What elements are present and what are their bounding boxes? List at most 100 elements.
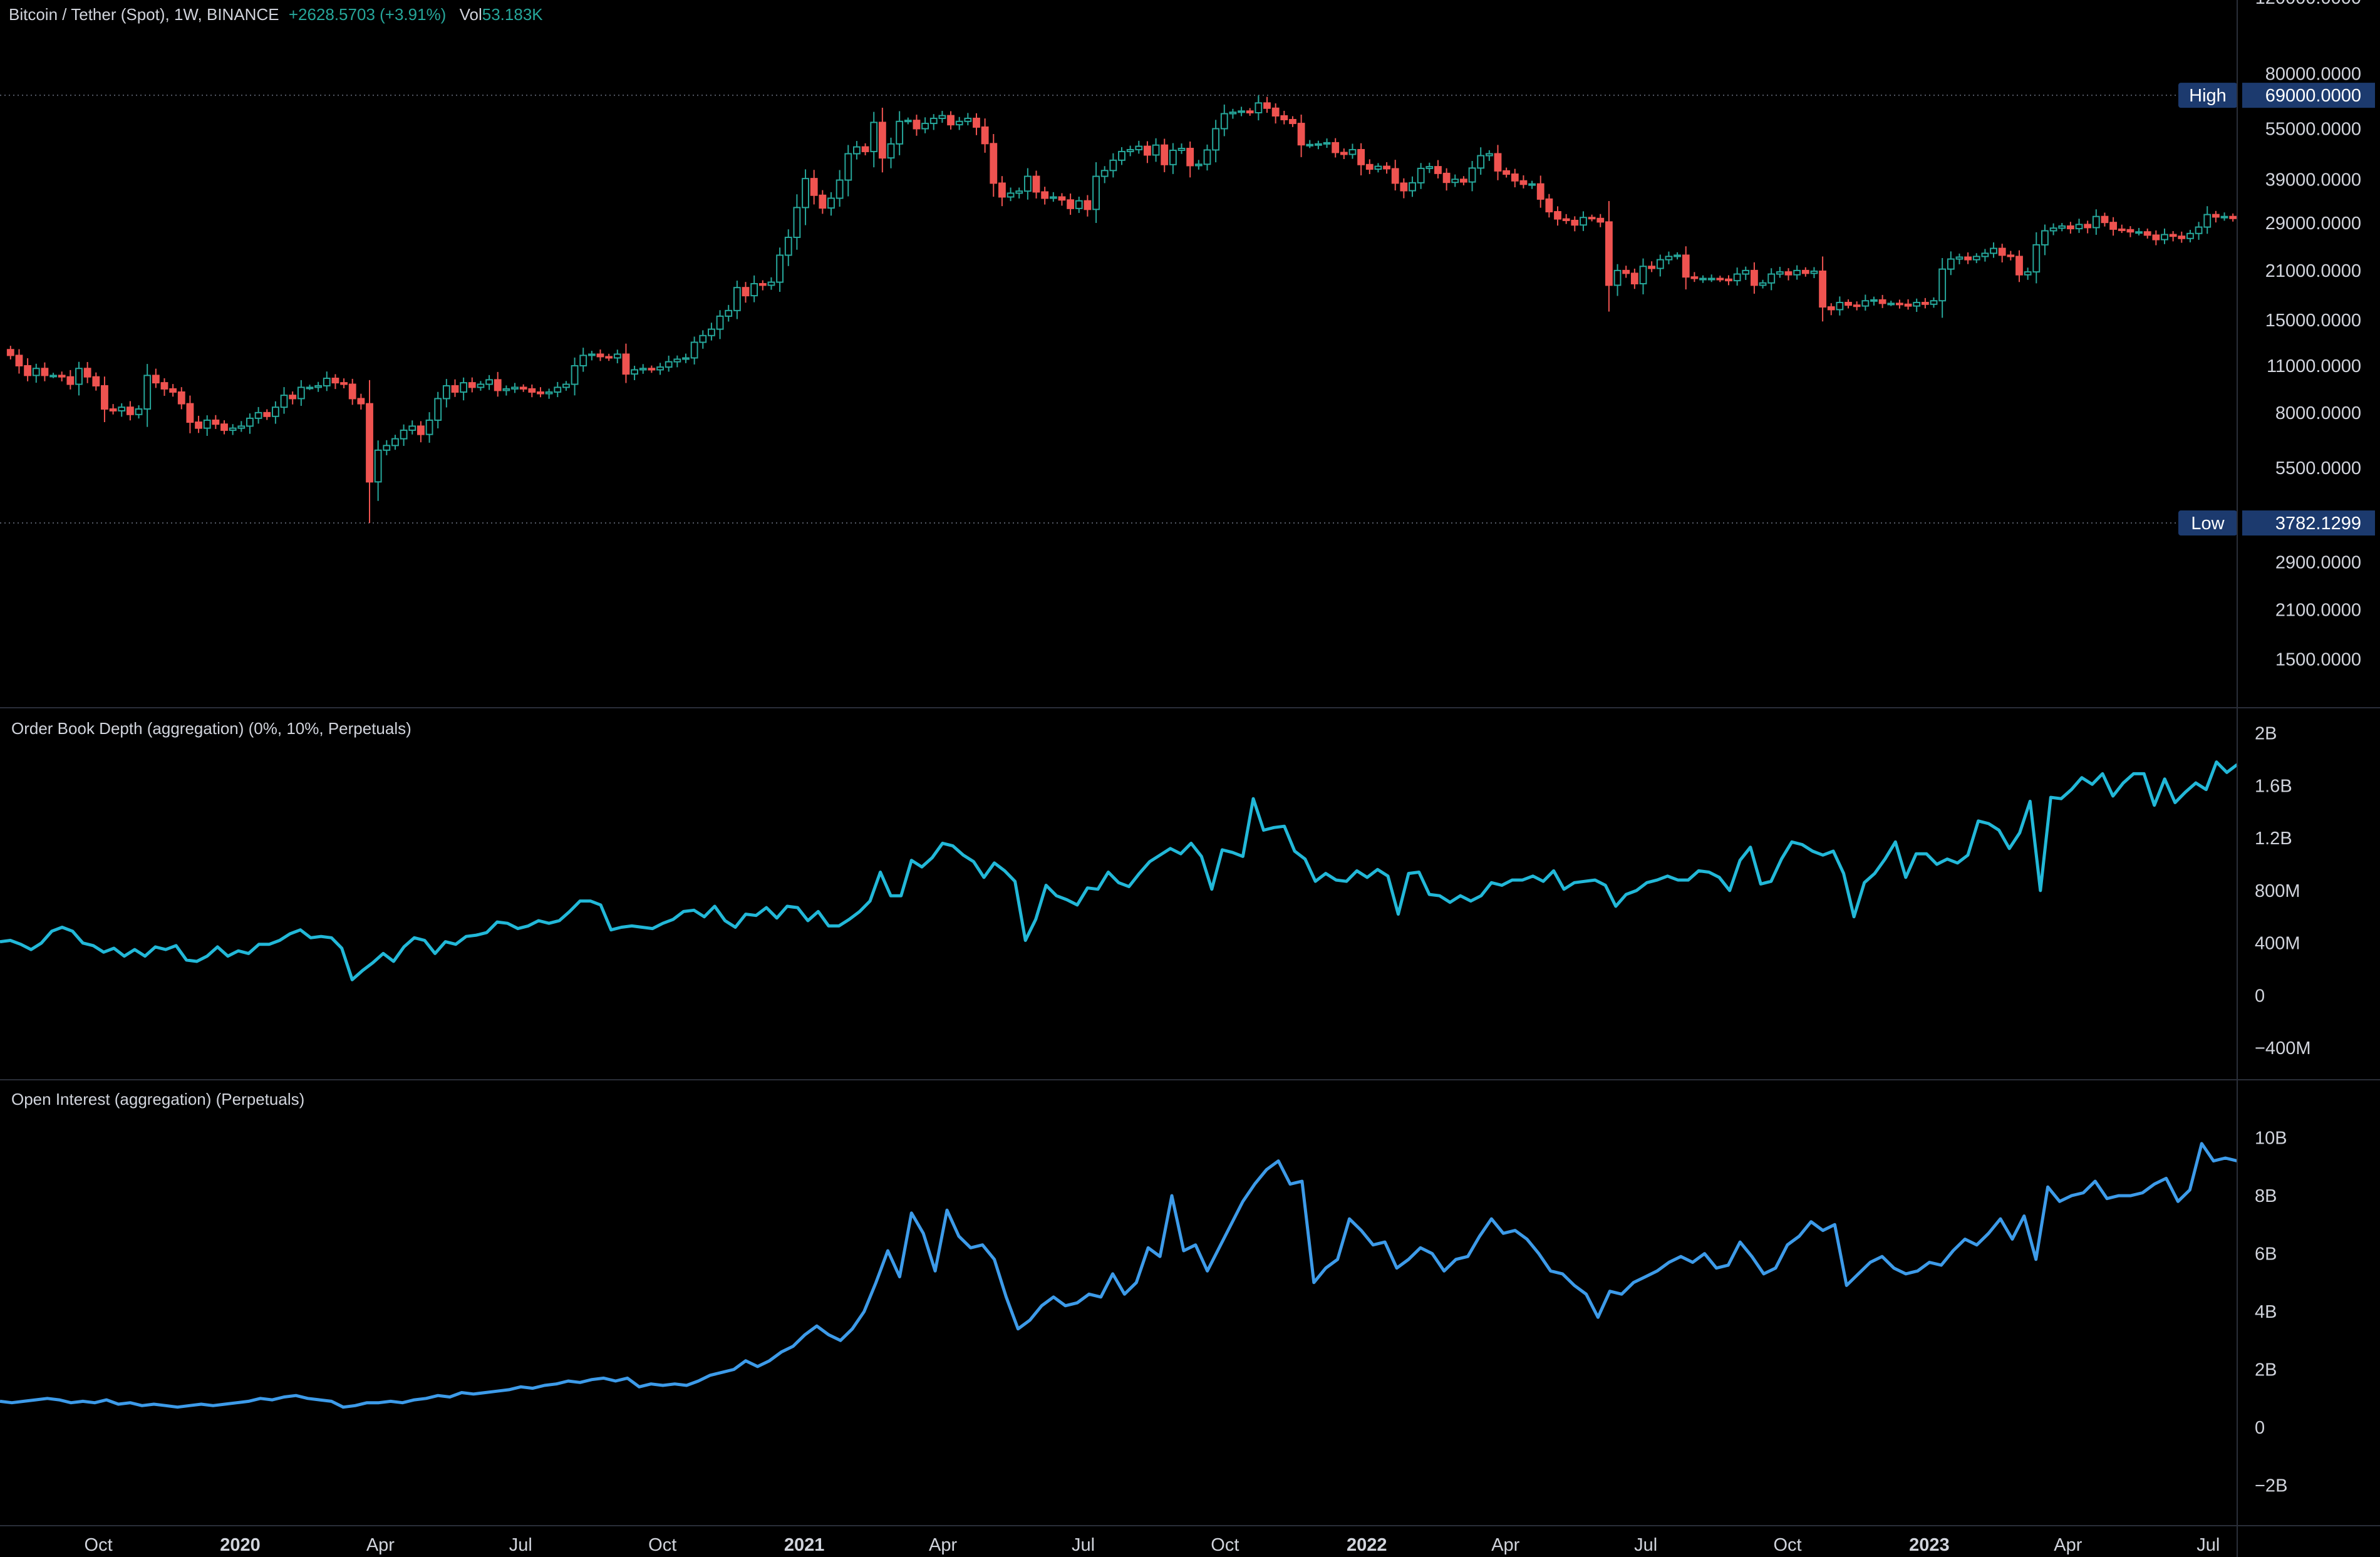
candle-body <box>896 120 904 145</box>
candle <box>1716 276 1724 282</box>
candle <box>1084 195 1092 217</box>
candle <box>1528 180 1536 189</box>
candle-body <box>2143 231 2151 236</box>
candle <box>1297 114 1305 157</box>
candle <box>1656 254 1664 277</box>
price-pane[interactable] <box>0 95 2237 524</box>
candle-body <box>1878 299 1886 304</box>
candle <box>434 391 442 428</box>
candle-body <box>32 368 40 376</box>
candle <box>878 107 886 173</box>
candle-body <box>562 383 570 388</box>
candle-body <box>802 178 809 209</box>
candle <box>1459 176 1467 185</box>
candle <box>1280 110 1288 125</box>
candle-body <box>2169 234 2177 237</box>
candle-body <box>545 391 553 395</box>
candle <box>639 364 647 374</box>
candle-body <box>1819 271 1827 308</box>
candle <box>1357 143 1365 176</box>
candle <box>1425 162 1434 173</box>
candle <box>1759 279 1767 289</box>
candle-body <box>648 368 656 371</box>
candle-body <box>1485 153 1493 157</box>
price-tick-label: 2900.0000 <box>2275 552 2361 572</box>
candle-body <box>793 207 801 238</box>
candle <box>1819 256 1827 322</box>
candle <box>1220 104 1228 137</box>
candle <box>314 381 323 392</box>
candle <box>1801 267 1809 277</box>
candle-body <box>1084 200 1092 210</box>
candle <box>2075 219 2083 233</box>
candle <box>1793 265 1801 280</box>
candle <box>2178 231 2186 243</box>
candle <box>2195 222 2203 240</box>
candle <box>357 393 365 410</box>
candle <box>1417 163 1425 189</box>
candle <box>1742 266 1750 280</box>
candle <box>1630 268 1638 289</box>
candle <box>1058 193 1066 206</box>
candle-body <box>1776 271 1784 275</box>
candle <box>1503 167 1511 178</box>
candle <box>2161 228 2168 244</box>
candle <box>1434 160 1442 178</box>
candle-body <box>1434 166 1442 174</box>
candle-body <box>750 282 758 297</box>
candle-body <box>690 341 698 359</box>
candle-body <box>186 403 194 423</box>
candle <box>955 116 963 130</box>
candle <box>83 362 91 383</box>
candle-body <box>1861 300 1870 307</box>
candle <box>673 355 681 368</box>
candle <box>109 404 117 415</box>
time-axis[interactable]: Oct 2020 Apr Jul Oct 2021 Apr Jul Oct 2022 Apr Jul O… <box>85 1535 2220 1555</box>
candle <box>1494 145 1502 180</box>
time-tick-label: Jul <box>509 1535 532 1555</box>
candle-body <box>2041 230 2049 246</box>
candle <box>665 355 673 372</box>
price-tick-label: 1500.0000 <box>2275 650 2361 670</box>
candle-body <box>1767 273 1776 284</box>
open-interest-pane[interactable] <box>0 1142 2238 1409</box>
candle <box>537 387 544 398</box>
price-axis[interactable]: High 69000.0000 Low 3782.1299 120000.0000 800… <box>2178 0 2375 1496</box>
candle <box>1041 187 1049 205</box>
candle <box>1827 303 1835 316</box>
candle-body <box>631 369 639 375</box>
candle <box>135 405 143 419</box>
candle-body <box>314 385 323 388</box>
candle <box>1930 297 1938 308</box>
candle-body <box>1571 219 1579 226</box>
candle <box>784 229 792 266</box>
candle <box>1049 192 1057 202</box>
candle-body <box>237 425 246 429</box>
candle-body <box>2007 254 2015 257</box>
candle-body <box>41 368 49 376</box>
candle <box>1212 120 1220 163</box>
candle-body <box>1853 304 1861 308</box>
candle <box>708 323 715 341</box>
order-book-depth-tick-label: −400M <box>2255 1038 2310 1058</box>
candle <box>716 310 724 339</box>
candle <box>1118 147 1125 165</box>
candle-body <box>571 365 579 385</box>
candle <box>1383 162 1390 174</box>
candle <box>793 194 801 250</box>
candle-body <box>160 382 168 390</box>
order-book-depth-pane[interactable] <box>0 760 2238 981</box>
candle <box>733 281 741 319</box>
candle-body <box>1203 149 1211 165</box>
candle <box>998 176 1006 207</box>
candle-body <box>477 383 485 388</box>
candle <box>964 113 972 126</box>
candle <box>32 363 40 383</box>
candle <box>938 111 946 123</box>
symbol-legend[interactable]: Bitcoin / Tether (Spot), 1W, BINANCE +26… <box>9 5 543 24</box>
candle-body <box>1049 196 1057 199</box>
candle-body <box>126 406 134 415</box>
time-tick-label: 2023 <box>1909 1535 1950 1555</box>
